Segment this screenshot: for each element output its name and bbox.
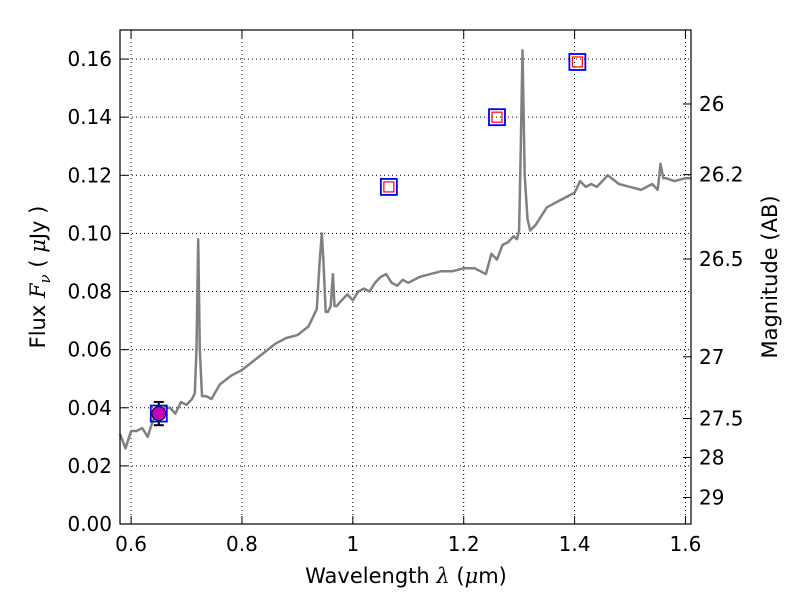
y2-tick-label: 27 [699,345,724,369]
x-tick-label: 1.4 [559,532,591,556]
x-tick-label: 0.6 [115,532,147,556]
spectrum-layer [118,49,691,450]
detection-point [151,406,167,422]
grid-lines [120,30,691,524]
y-axis-label: Flux Fν ( μJy ) [26,206,54,349]
photometry-markers [149,53,587,427]
y2-tick-label: 26 [699,92,724,116]
photometry-inner-square [383,181,395,193]
y-tick-label: 0.00 [67,512,112,536]
x-tick-label: 0.8 [226,532,258,556]
y-tick-label: 0.12 [67,163,112,187]
y-tick-label: 0.04 [67,396,112,420]
photometry-inner-square [571,56,583,68]
plot-frame [119,29,692,525]
x-tick-label: 1.2 [448,532,480,556]
y-tick-label: 0.14 [67,105,112,129]
y-tick-label: 0.10 [67,221,112,245]
y2-tick-label: 27.5 [699,406,744,430]
y-tick-label: 0.16 [67,47,112,71]
y-tick-label: 0.02 [67,454,112,478]
x-axis-label: Wavelength λ (μm) [305,564,507,588]
axis-ticks: 0.6 0.8 1 1.2 1.4 1.6 0.00 0.02 0.04 0.06 0.08 0.10… [67,30,744,556]
photometry-square [488,108,506,127]
detection-square [149,404,168,423]
y-tick-label: 0.08 [67,280,112,304]
y2-tick-label: 29 [699,485,724,509]
y2-tick-label: 28 [699,445,724,469]
photometry-square [379,178,398,196]
y2-tick-label: 26.2 [699,163,744,187]
y2-tick-label: 26.5 [699,247,744,271]
y2-axis-label: Magnitude (AB) [758,195,782,358]
x-tick-label: 1.6 [670,532,702,556]
y-tick-label: 0.06 [67,338,112,362]
photometry-square [568,53,587,71]
spectrum-line [118,49,691,450]
photometry-inner-square [491,111,503,123]
x-tick-label: 1 [346,532,359,556]
